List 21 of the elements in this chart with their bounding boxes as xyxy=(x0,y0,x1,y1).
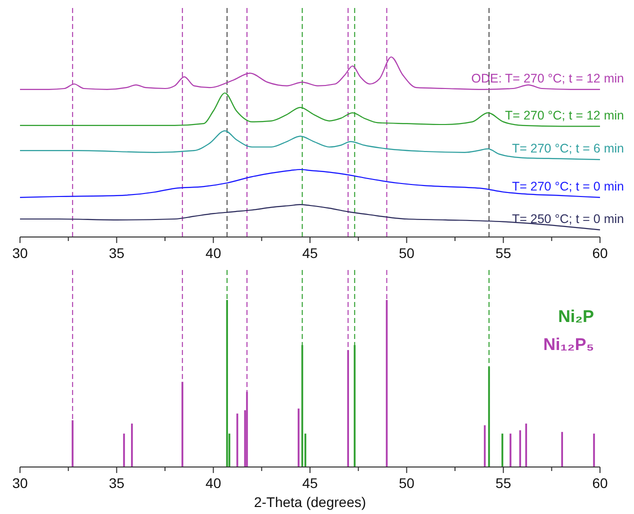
x-tick-label: 30 xyxy=(12,245,28,261)
x-tick-label: 60 xyxy=(592,245,608,261)
x-tick-label: 40 xyxy=(206,475,222,491)
x-tick-label: 60 xyxy=(592,475,608,491)
x-tick-label: 35 xyxy=(108,245,125,261)
x-tick-label: 50 xyxy=(398,245,415,261)
x-tick-label: 45 xyxy=(302,245,318,261)
series-label: T= 270 °C; t = 6 min xyxy=(512,142,624,156)
x-tick-label: 40 xyxy=(206,245,222,261)
text: Ni₂P xyxy=(558,307,594,326)
series-label: ODE: T= 270 °C; t = 12 min xyxy=(471,71,624,86)
x-tick-label: 45 xyxy=(302,475,318,491)
x-tick-label: 30 xyxy=(12,475,28,491)
x-tick-label: 50 xyxy=(398,475,415,491)
x-axis-title: 2-Theta (degrees) xyxy=(254,494,366,510)
x-tick-label: 35 xyxy=(108,475,125,491)
x-tick-label: 55 xyxy=(496,475,512,491)
series-label: T= 270 °C; t = 0 min xyxy=(512,179,624,194)
series-label: T= 270 °C; t = 12 min xyxy=(505,108,624,122)
text: Ni₁₂P₅ xyxy=(543,335,594,354)
x-tick-label: 55 xyxy=(496,245,512,261)
